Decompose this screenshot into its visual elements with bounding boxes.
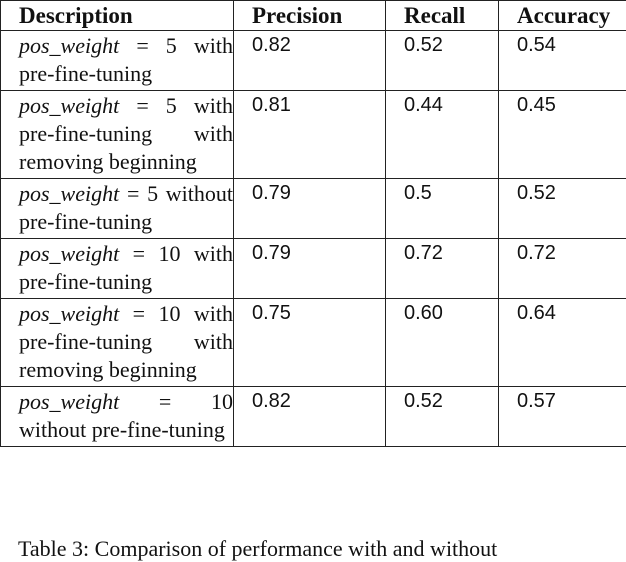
recall-cell: 0.72: [386, 239, 499, 299]
accuracy-cell: 0.64: [499, 299, 626, 387]
recall-cell: 0.44: [386, 91, 499, 179]
accuracy-cell: 0.45: [499, 91, 626, 179]
recall-cell: 0.5: [386, 179, 499, 239]
precision-cell: 0.79: [234, 179, 386, 239]
param-name: pos_weight: [19, 33, 119, 58]
results-table: Description Precision Recall Accuracy po…: [0, 0, 626, 447]
accuracy-cell: 0.72: [499, 239, 626, 299]
param-name: pos_weight: [19, 93, 119, 118]
recall-cell: 0.60: [386, 299, 499, 387]
table-row: pos_weight = 10 with pre-fine-tuning 0.7…: [1, 239, 626, 299]
description-cell: pos_weight = 5 with pre-fine-tuning: [1, 31, 234, 91]
precision-cell: 0.82: [234, 387, 386, 447]
param-name: pos_weight: [19, 181, 119, 206]
header-precision: Precision: [234, 1, 386, 31]
precision-cell: 0.81: [234, 91, 386, 179]
accuracy-cell: 0.57: [499, 387, 626, 447]
description-cell: pos_weight = 5 without pre-fine-tuning: [1, 179, 234, 239]
table-row: pos_weight = 5 without pre-fine-tuning 0…: [1, 179, 626, 239]
precision-cell: 0.82: [234, 31, 386, 91]
param-name: pos_weight: [19, 389, 119, 414]
accuracy-cell: 0.52: [499, 179, 626, 239]
table-row: pos_weight = 5 with pre-fine-tuning with…: [1, 91, 626, 179]
header-row: Description Precision Recall Accuracy: [1, 1, 626, 31]
description-cell: pos_weight = 10 without pre-fine-tuning: [1, 387, 234, 447]
accuracy-cell: 0.54: [499, 31, 626, 91]
precision-cell: 0.79: [234, 239, 386, 299]
description-cell: pos_weight = 10 with pre-fine-tuning wit…: [1, 299, 234, 387]
recall-cell: 0.52: [386, 31, 499, 91]
recall-cell: 0.52: [386, 387, 499, 447]
description-cell: pos_weight = 5 with pre-fine-tuning with…: [1, 91, 234, 179]
table-row: pos_weight = 5 with pre-fine-tuning 0.82…: [1, 31, 626, 91]
table-row: pos_weight = 10 with pre-fine-tuning wit…: [1, 299, 626, 387]
header-recall: Recall: [386, 1, 499, 31]
table-caption: Table 3: Comparison of performance with …: [18, 536, 497, 562]
param-name: pos_weight: [19, 241, 119, 266]
precision-cell: 0.75: [234, 299, 386, 387]
description-cell: pos_weight = 10 with pre-fine-tuning: [1, 239, 234, 299]
header-description: Description: [1, 1, 234, 31]
table-row: pos_weight = 10 without pre-fine-tuning …: [1, 387, 626, 447]
param-name: pos_weight: [19, 301, 119, 326]
header-accuracy: Accuracy: [499, 1, 626, 31]
